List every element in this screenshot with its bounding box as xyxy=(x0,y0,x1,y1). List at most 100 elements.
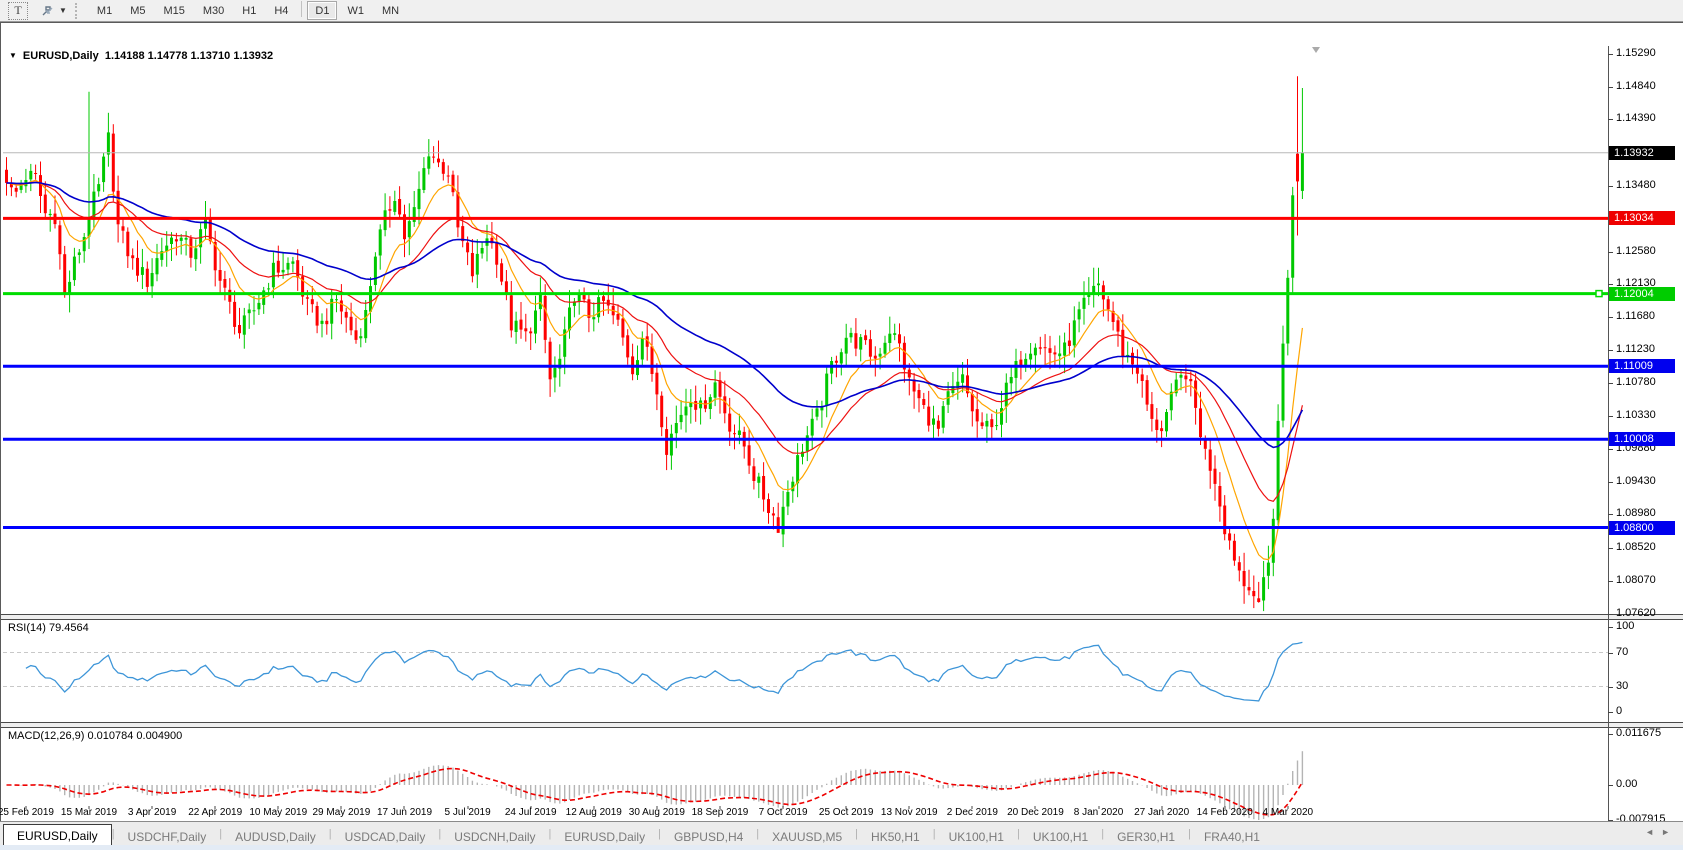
chart-tab-usdcad-daily[interactable]: USDCAD,Daily xyxy=(344,829,426,844)
chart-tab-audusd-daily[interactable]: AUDUSD,Daily xyxy=(235,829,316,844)
axis-tick xyxy=(1608,119,1613,120)
date-tick xyxy=(656,806,658,809)
timeframe-button-m5[interactable]: M5 xyxy=(130,4,146,17)
chart-tab-uk100-h1[interactable]: UK100,H1 xyxy=(1032,829,1089,844)
date-tick xyxy=(1034,806,1036,809)
axis-tick-label: 30 xyxy=(1616,680,1629,692)
axis-tick xyxy=(1608,581,1613,582)
tab-separator: | xyxy=(1101,828,1105,840)
macd-panel-canvas[interactable] xyxy=(3,726,1608,827)
panel-separator[interactable] xyxy=(1,614,1683,620)
date-tick xyxy=(277,806,279,809)
date-label: 5 Jul 2019 xyxy=(444,807,491,818)
axis-tick xyxy=(1608,449,1613,450)
date-tick xyxy=(845,806,847,809)
date-label: 4 Mar 2020 xyxy=(1262,807,1314,818)
ohlc-open: 1.14188 xyxy=(104,50,145,62)
date-label: 30 Aug 2019 xyxy=(628,807,685,818)
date-tick xyxy=(403,806,405,809)
rsi-panel-canvas[interactable] xyxy=(3,618,1608,722)
date-label: 22 Apr 2019 xyxy=(188,807,243,818)
date-label: 8 Jan 2020 xyxy=(1073,807,1124,818)
axis-tick xyxy=(1608,87,1613,88)
axis-tick-label: 1.08980 xyxy=(1616,507,1656,519)
chart-tab-gbpusd-h4[interactable]: GBPUSD,H4 xyxy=(673,829,744,844)
main-chart-canvas[interactable] xyxy=(3,46,1608,614)
date-label: 2 Dec 2019 xyxy=(946,807,998,818)
chart-tab-eurusd-daily[interactable]: EURUSD,Daily xyxy=(3,824,112,846)
price-badge-1.13932: 1.13932 xyxy=(1609,146,1675,160)
axis-tick xyxy=(1608,252,1613,253)
timeframe-button-m15[interactable]: M15 xyxy=(163,4,185,17)
date-tick xyxy=(908,806,910,809)
arrows-tool-button[interactable]: ▼ xyxy=(40,4,67,18)
axis-tick xyxy=(1608,482,1613,483)
tab-separator: | xyxy=(855,828,859,840)
chart-shift-marker xyxy=(1312,47,1320,53)
axis-tick xyxy=(1608,712,1613,713)
date-label: 3 Apr 2019 xyxy=(127,807,177,818)
date-label: 17 Jun 2019 xyxy=(376,807,433,818)
tab-separator: | xyxy=(658,828,661,840)
chart-window: ▼ EURUSD,Daily 1.14188 1.14778 1.13710 1.… xyxy=(0,22,1683,828)
date-tick xyxy=(25,806,27,809)
chart-tab-uk100-h1[interactable]: UK100,H1 xyxy=(948,829,1004,844)
timeframe-button-d1[interactable]: D1 xyxy=(307,1,338,20)
chart-tab-bar: EURUSD,Daily | USDCHF,Daily | AUDUSD,Daily | U… xyxy=(0,821,1683,846)
date-tick xyxy=(719,806,721,809)
axis-tick-label: 1.15290 xyxy=(1616,47,1656,59)
ohlc-low: 1.13710 xyxy=(190,50,231,62)
axis-tick xyxy=(1608,416,1613,417)
toolbar-separator xyxy=(74,2,80,19)
price-axis-line xyxy=(1608,46,1609,828)
chart-tab-ger30-h1[interactable]: GER30,H1 xyxy=(1117,829,1176,844)
hline-handle xyxy=(1595,289,1603,298)
timeframe-button-m30[interactable]: M30 xyxy=(202,4,225,17)
chart-tab-usdchf-daily[interactable]: USDCHF,Daily xyxy=(127,829,207,844)
chart-tab-usdcnh-daily[interactable]: USDCNH,Daily xyxy=(454,829,536,844)
axis-tick-label: 0.011675 xyxy=(1616,727,1662,739)
date-label: 7 Oct 2019 xyxy=(758,807,808,818)
panel-separator[interactable] xyxy=(1,722,1683,728)
tab-scroll-left-icon[interactable]: ◄ xyxy=(1645,827,1662,837)
chart-tab-eurusd-daily[interactable]: EURUSD,Daily xyxy=(564,829,646,844)
axis-tick-label: 1.11680 xyxy=(1616,310,1655,322)
date-tick xyxy=(151,806,153,809)
axis-tick xyxy=(1608,317,1613,318)
date-label: 25 Oct 2019 xyxy=(818,807,874,818)
tabs: EURUSD,Daily | USDCHF,Daily | AUDUSD,Daily | U… xyxy=(0,822,1273,846)
date-tick xyxy=(88,806,90,809)
collapse-icon[interactable]: ▼ xyxy=(9,51,17,60)
rsi-indicator-label: RSI(14) 79.4564 xyxy=(8,622,89,634)
timeframe-button-mn[interactable]: MN xyxy=(381,4,400,17)
date-label: 29 May 2019 xyxy=(312,807,371,818)
timeframe-button-h1[interactable]: H1 xyxy=(242,4,257,17)
axis-tick xyxy=(1608,54,1613,55)
axis-tick-label: 1.10330 xyxy=(1616,409,1656,421)
tab-scroll-right-icon[interactable]: ► xyxy=(1661,827,1677,837)
ma-10-line xyxy=(6,179,1303,561)
macd-indicator-label: MACD(12,26,9) 0.010784 0.004900 xyxy=(8,730,183,742)
axis-tick xyxy=(1608,350,1613,351)
axis-tick-label: 1.12130 xyxy=(1616,277,1656,289)
chart-tab-hk50-h1[interactable]: HK50,H1 xyxy=(871,829,920,844)
chart-tab-xauusd-m5[interactable]: XAUUSD,M5 xyxy=(772,829,843,844)
date-label: 14 Feb 2020 xyxy=(1196,807,1253,818)
tab-separator: | xyxy=(548,828,552,840)
tab-scroll-arrows[interactable]: ◄► xyxy=(1645,827,1677,837)
axis-tick xyxy=(1608,186,1613,187)
status-strip xyxy=(0,845,1683,850)
axis-tick-label: 1.13480 xyxy=(1616,179,1656,191)
timeframe-button-m1[interactable]: M1 xyxy=(96,4,113,17)
text-tool-button[interactable]: T xyxy=(8,1,28,20)
date-label: 10 May 2019 xyxy=(249,807,308,818)
date-label: 18 Sep 2019 xyxy=(691,807,749,818)
chevron-down-icon: ▼ xyxy=(59,6,67,15)
tab-separator: | xyxy=(438,828,442,840)
symbol-label: EURUSD,Daily xyxy=(22,50,99,62)
timeframe-button-h4[interactable]: H4 xyxy=(274,4,289,17)
axis-tick-label: 0 xyxy=(1616,705,1623,717)
chart-tab-fra40-h1[interactable]: FRA40,H1 xyxy=(1203,829,1260,844)
tab-separator: | xyxy=(756,828,760,840)
timeframe-button-w1[interactable]: W1 xyxy=(347,4,364,17)
